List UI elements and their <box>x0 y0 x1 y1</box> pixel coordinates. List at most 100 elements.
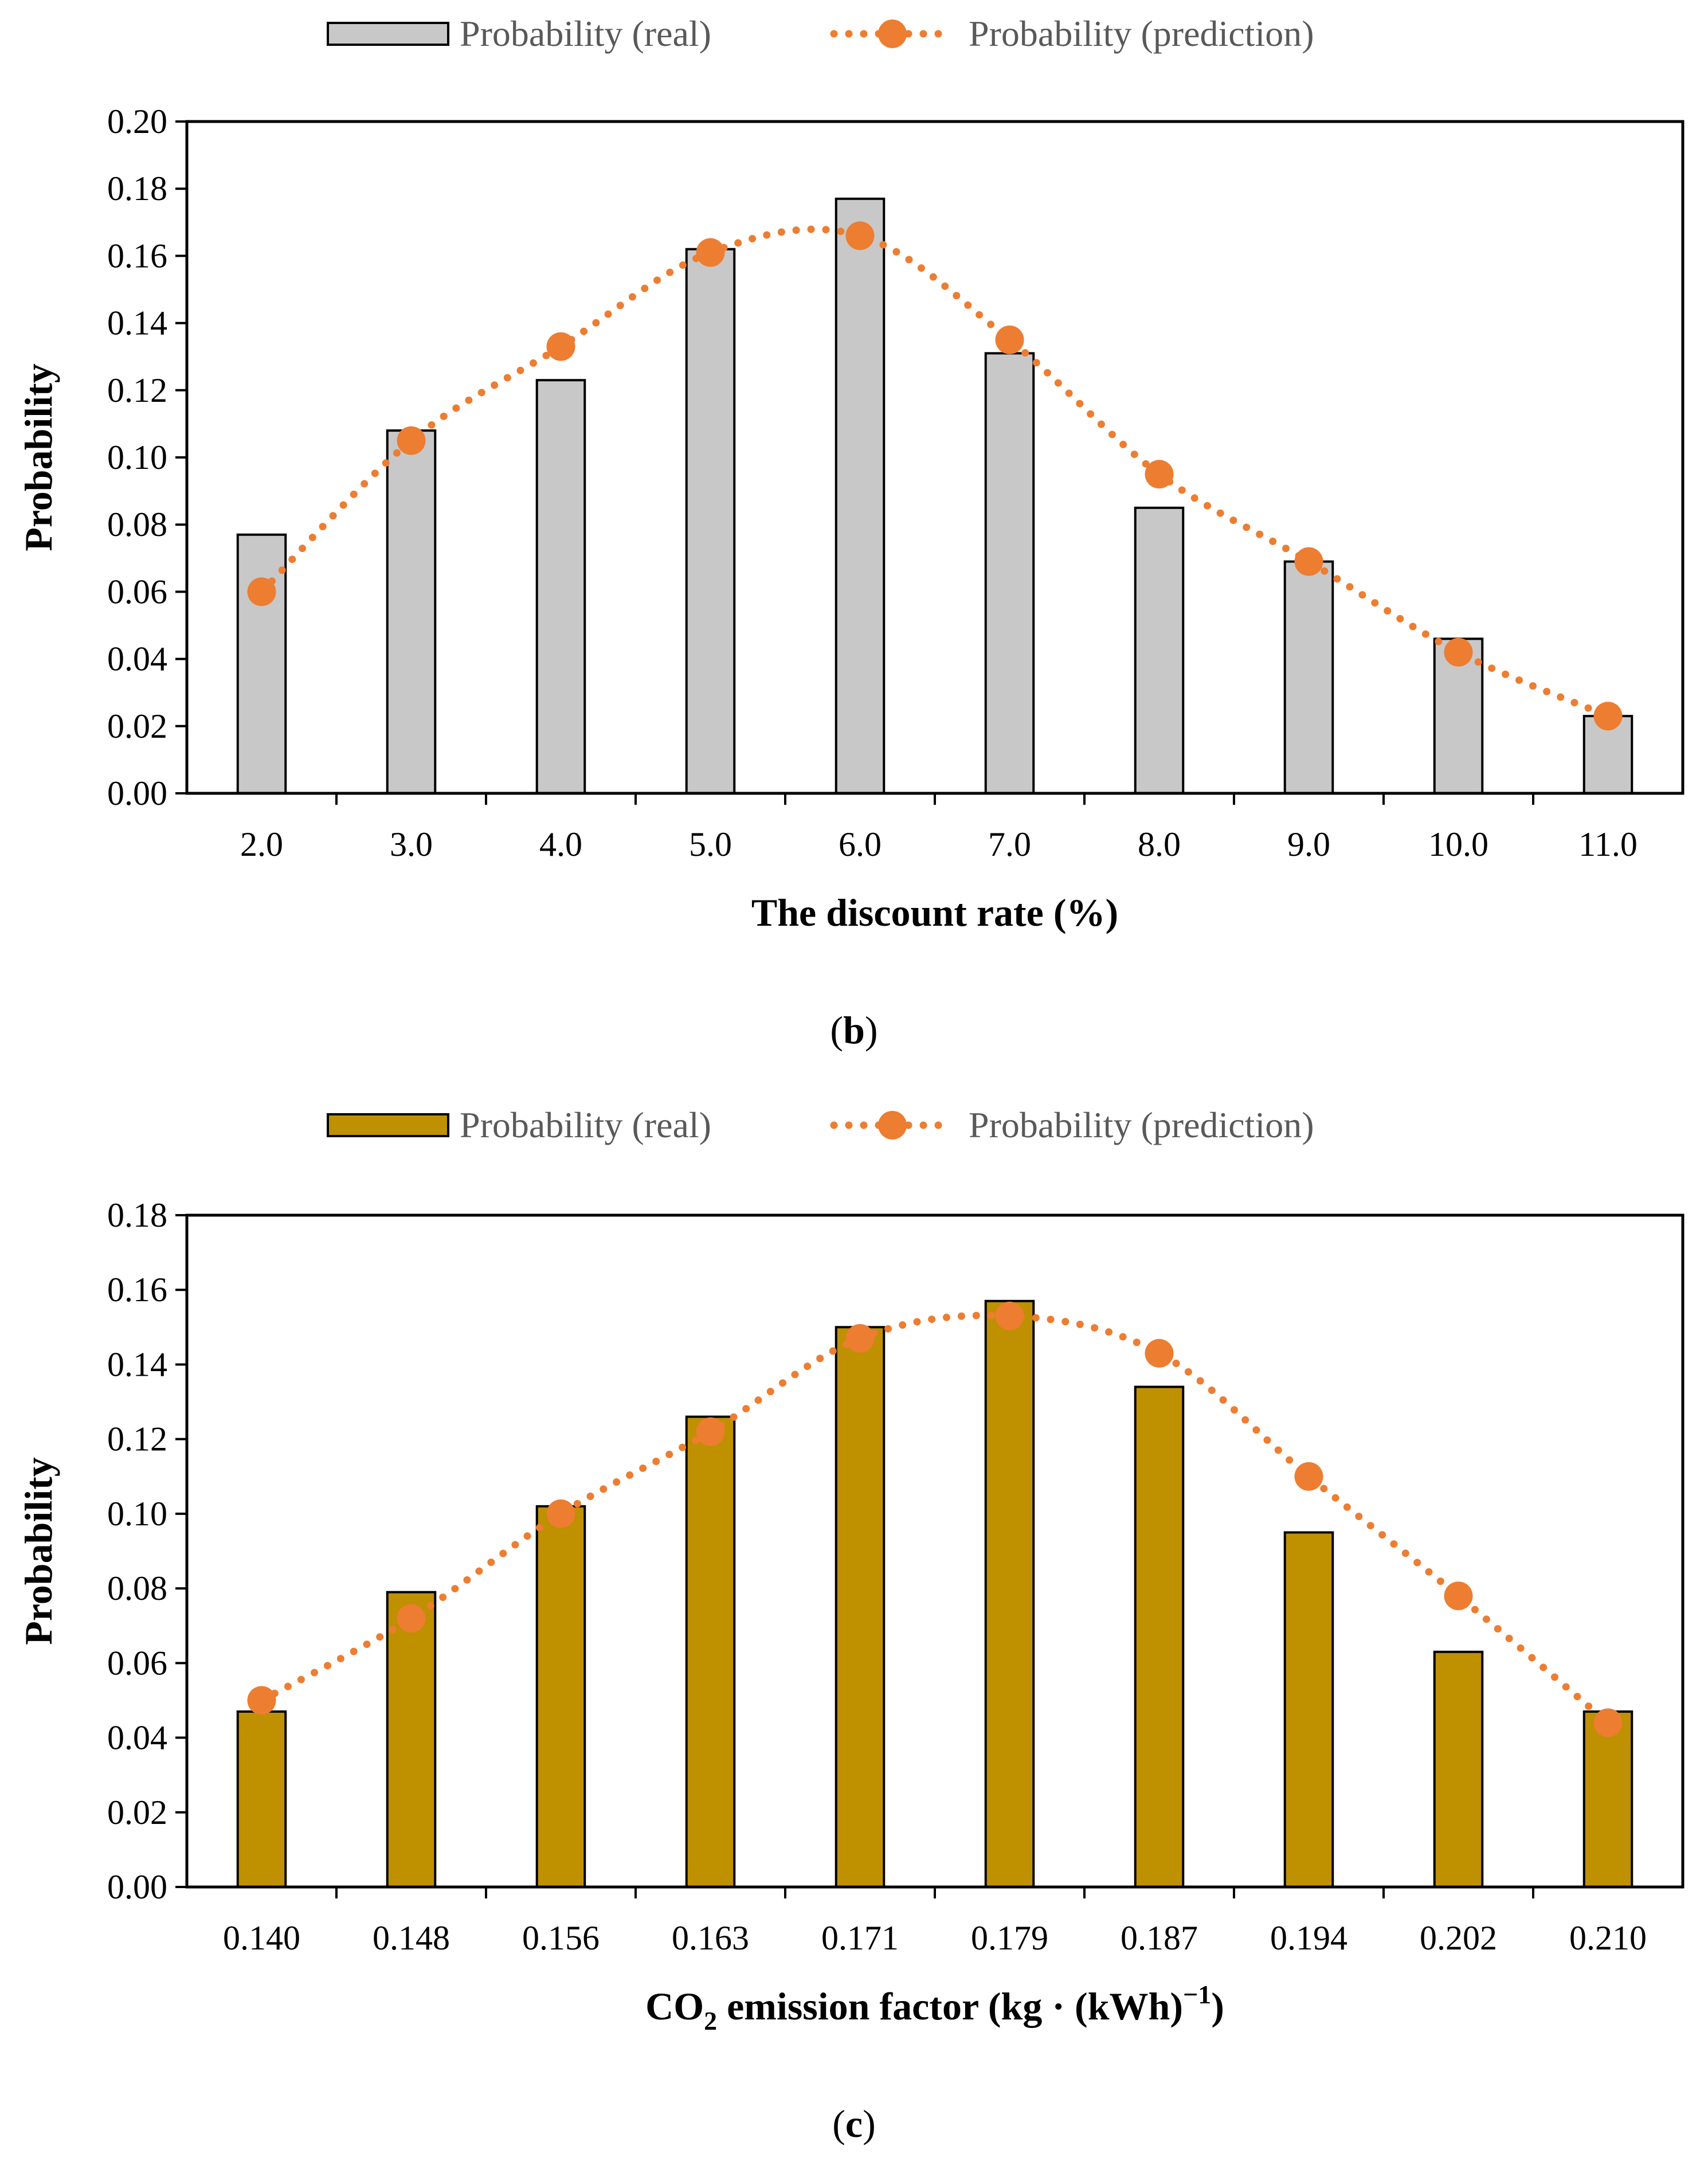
legend-marker-c <box>878 1111 907 1140</box>
legend-bar-label-c: Probability (real) <box>460 1105 711 1145</box>
caption-b-letter: b <box>843 1008 865 1052</box>
legend-bar-label-b: Probability (real) <box>460 13 711 54</box>
chart-panel-c: Probability (real) Probability (predicti… <box>17 1105 1685 2145</box>
bar <box>1283 560 1334 794</box>
bar <box>1134 1385 1185 1889</box>
y-tick-label: 0.04 <box>107 1719 167 1757</box>
prediction-markers-b <box>247 221 1623 731</box>
x-tick-label: 0.194 <box>1270 1919 1347 1957</box>
x-tick-label: 4.0 <box>539 825 582 863</box>
y-tick-label: 0.08 <box>107 506 167 543</box>
y-tick-label: 0.16 <box>107 1271 167 1309</box>
x-tick-label: 0.179 <box>971 1919 1048 1957</box>
caption-b-close: ) <box>865 1008 878 1052</box>
x-axis-title-c-sup: −1 <box>1183 1980 1211 2009</box>
x-tick-label: 10.0 <box>1428 825 1488 863</box>
x-axis-title-c-main: CO <box>645 1984 704 2028</box>
x-tick-label: 11.0 <box>1578 825 1638 863</box>
prediction-line-c <box>258 1311 1612 1727</box>
bar <box>984 1299 1035 1889</box>
y-ticks-c: 0.00 0.02 0.04 0.06 0.08 0.10 0.12 0.14 0.16 0.18 <box>107 1196 187 1906</box>
bar <box>1582 1710 1633 1888</box>
prediction-point <box>696 1417 725 1446</box>
bar <box>386 429 437 794</box>
x-tick-label: 0.140 <box>223 1919 300 1957</box>
y-tick-label: 0.02 <box>107 707 167 745</box>
legend-b: Probability (real) Probability (predicti… <box>327 13 1314 54</box>
bar <box>835 1326 886 1888</box>
prediction-point <box>1593 702 1623 731</box>
prediction-point <box>546 332 575 361</box>
y-tick-label: 0.12 <box>107 371 167 409</box>
y-tick-label: 0.00 <box>107 774 167 812</box>
caption-b: (b) <box>830 1008 877 1052</box>
prediction-point <box>247 577 276 606</box>
legend-line-label-b: Probability (prediction) <box>969 13 1314 54</box>
x-axis-title-c: CO2 emission factor (kg · (kWh)−1) <box>645 1980 1224 2035</box>
caption-c-open: ( <box>832 2102 845 2145</box>
prediction-point <box>1294 547 1323 576</box>
y-tick-label: 0.14 <box>107 304 167 342</box>
y-tick-label: 0.02 <box>107 1794 167 1831</box>
legend-bar-swatch-b <box>327 22 449 46</box>
y-tick-label: 0.04 <box>107 640 167 678</box>
prediction-point <box>1444 1581 1473 1611</box>
prediction-point <box>397 426 426 455</box>
legend-line-label-c: Probability (prediction) <box>969 1105 1314 1145</box>
bar <box>835 197 886 794</box>
y-tick-label: 0.20 <box>107 103 167 140</box>
y-tick-label: 0.10 <box>107 1495 167 1533</box>
x-tick-label: 0.202 <box>1420 1919 1497 1957</box>
legend-c: Probability (real) Probability (predicti… <box>327 1105 1314 1145</box>
prediction-point <box>1294 1462 1323 1491</box>
legend-bar-swatch-c <box>327 1113 449 1137</box>
prediction-point <box>1145 1338 1174 1368</box>
x-tick-label: 0.171 <box>821 1919 899 1957</box>
x-tick-label: 5.0 <box>689 825 732 863</box>
x-tick-label: 0.210 <box>1569 1919 1647 1957</box>
bar <box>1433 1650 1484 1889</box>
x-axis-title-b: The discount rate (%) <box>751 891 1118 934</box>
y-tick-label: 0.18 <box>107 170 167 207</box>
x-axis-title-c-end: ) <box>1211 1984 1224 2028</box>
bar <box>685 1415 736 1889</box>
x-tick-label: 9.0 <box>1287 825 1330 863</box>
x-tick-label: 0.148 <box>373 1919 450 1957</box>
y-ticks-b: 0.00 0.02 0.04 0.06 0.08 0.10 0.12 0.14 0.16 0.18… <box>107 103 187 812</box>
x-ticks-c: 0.140 0.148 0.156 0.163 0.171 0.179 0.187 0.194… <box>223 1887 1647 1957</box>
prediction-point <box>995 325 1024 354</box>
prediction-point <box>1145 460 1174 489</box>
x-axis-title-c-sub: 2 <box>704 2006 717 2035</box>
caption-c-close: ) <box>863 2102 876 2145</box>
prediction-point <box>1593 1708 1623 1737</box>
x-ticks-b: 2.0 3.0 4.0 5.0 6.0 7.0 8.0 9.0 10.0 11.0 <box>240 793 1638 863</box>
y-tick-label: 0.18 <box>107 1196 167 1234</box>
bar <box>236 1710 287 1888</box>
y-tick-label: 0.08 <box>107 1569 167 1607</box>
prediction-point <box>546 1499 575 1528</box>
y-axis-title-c: Probability <box>17 1457 60 1645</box>
prediction-markers-c <box>247 1301 1623 1737</box>
prediction-point <box>247 1686 276 1715</box>
bar <box>984 352 1035 794</box>
bar <box>535 1505 586 1889</box>
x-tick-label: 0.163 <box>672 1919 749 1957</box>
x-tick-label: 8.0 <box>1138 825 1181 863</box>
prediction-point <box>397 1604 426 1633</box>
bar <box>386 1591 437 1889</box>
bars-c <box>236 1299 1633 1889</box>
y-tick-label: 0.06 <box>107 573 167 610</box>
caption-b-open: ( <box>830 1008 843 1052</box>
x-tick-label: 3.0 <box>390 825 433 863</box>
legend-marker-b <box>878 19 907 48</box>
prediction-point <box>696 238 725 267</box>
chart-panel-b: Probability (real) Probability (predicti… <box>17 13 1685 1052</box>
prediction-point <box>1444 637 1473 667</box>
caption-c: (c) <box>832 2102 876 2145</box>
prediction-line-b <box>258 225 1612 720</box>
x-tick-label: 2.0 <box>240 825 283 863</box>
y-tick-label: 0.00 <box>107 1868 167 1906</box>
bar <box>535 379 586 794</box>
y-tick-label: 0.12 <box>107 1420 167 1458</box>
